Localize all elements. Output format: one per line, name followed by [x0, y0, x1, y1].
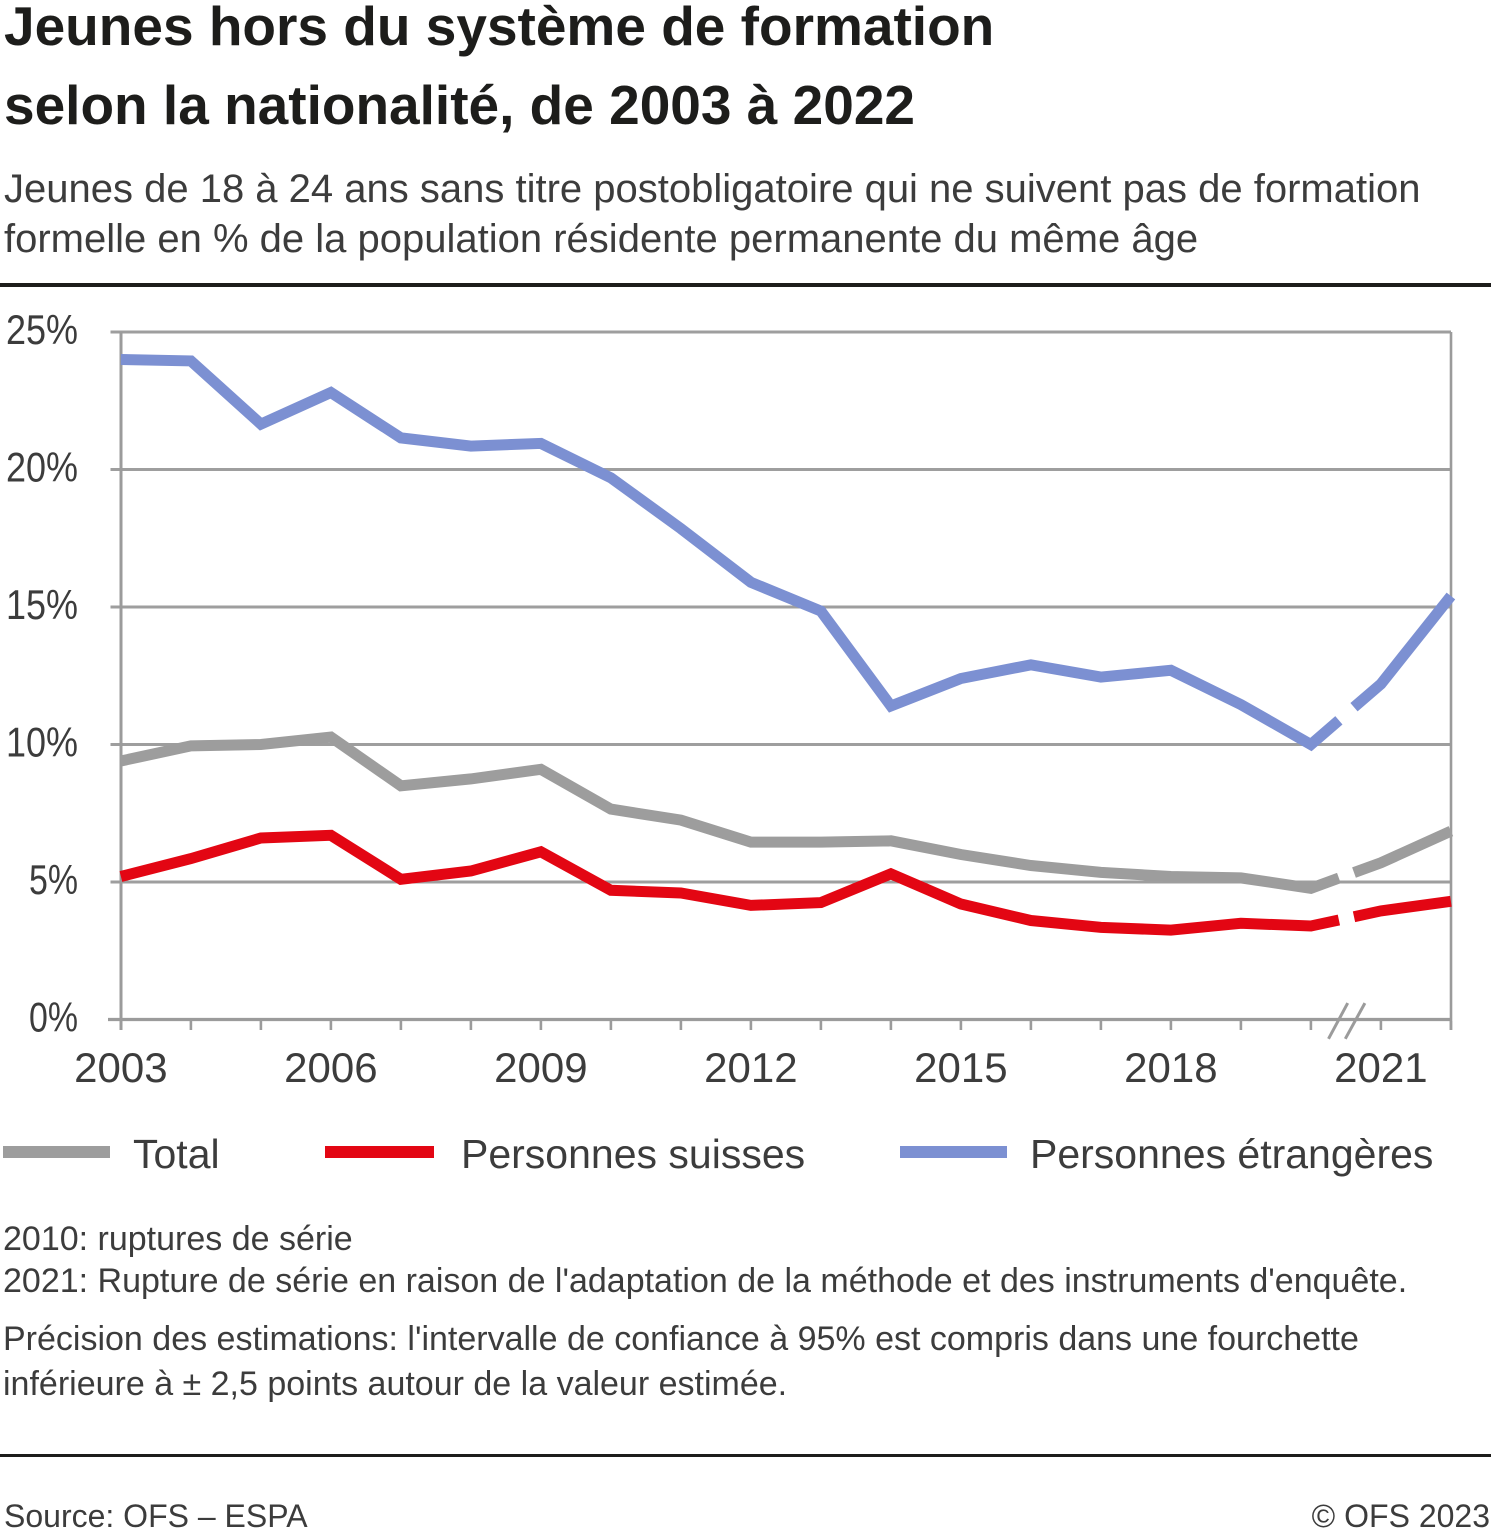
svg-text:5%: 5% — [29, 856, 78, 903]
svg-text:2006: 2006 — [284, 1044, 377, 1091]
svg-text:2021: 2021 — [1334, 1044, 1427, 1091]
svg-text:2003: 2003 — [74, 1044, 167, 1091]
svg-text:0%: 0% — [29, 994, 78, 1041]
svg-text:2009: 2009 — [494, 1044, 587, 1091]
svg-text:2012: 2012 — [704, 1044, 797, 1091]
svg-text:15%: 15% — [6, 581, 78, 628]
svg-text:2015: 2015 — [914, 1044, 1007, 1091]
svg-text:10%: 10% — [6, 719, 78, 766]
svg-text:25%: 25% — [6, 306, 78, 353]
svg-text:2018: 2018 — [1124, 1044, 1217, 1091]
svg-text:20%: 20% — [6, 444, 78, 491]
